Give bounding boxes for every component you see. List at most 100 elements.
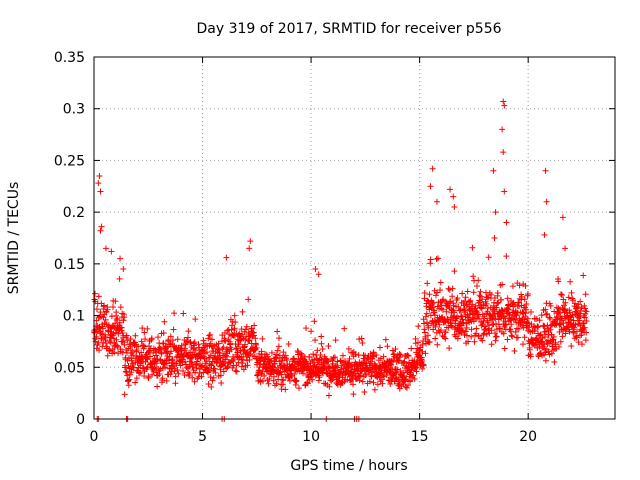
- data-point: [501, 345, 508, 352]
- data-point: [560, 296, 567, 303]
- data-point: [113, 309, 120, 316]
- data-point: [542, 328, 549, 335]
- data-point: [373, 352, 380, 359]
- data-point: [394, 366, 401, 373]
- plot-frame: [93, 56, 616, 420]
- data-point: [451, 309, 458, 316]
- data-point: [371, 386, 378, 393]
- data-point: [120, 317, 127, 324]
- x-tick-label: 10: [302, 429, 320, 445]
- data-point: [329, 364, 336, 371]
- data-point: [261, 355, 268, 362]
- data-point: [473, 325, 480, 332]
- data-point: [463, 332, 470, 339]
- data-point: [465, 338, 472, 345]
- data-point: [124, 337, 131, 344]
- data-point: [135, 343, 142, 350]
- data-point: [451, 203, 458, 210]
- data-point: [127, 335, 134, 342]
- data-point: [295, 385, 302, 392]
- data-point: [397, 351, 404, 358]
- data-point: [205, 367, 212, 374]
- data-point: [215, 340, 222, 347]
- data-point: [549, 337, 556, 344]
- data-point: [170, 326, 177, 333]
- data-point: [536, 317, 543, 324]
- data-point: [137, 369, 144, 376]
- data-point: [116, 275, 123, 282]
- data-point: [96, 347, 103, 354]
- data-point: [251, 322, 258, 329]
- data-point: [359, 378, 366, 385]
- data-point: [499, 126, 506, 133]
- data-point: [423, 310, 430, 317]
- data-point: [419, 357, 426, 364]
- data-point: [426, 291, 433, 298]
- data-point: [274, 328, 281, 335]
- data-point: [493, 304, 500, 311]
- data-point: [151, 365, 158, 372]
- data-point: [265, 380, 272, 387]
- data-point: [243, 323, 250, 330]
- data-point: [280, 349, 287, 356]
- data-point: [139, 325, 146, 332]
- data-point: [583, 329, 590, 336]
- data-point: [434, 341, 441, 348]
- data-point: [209, 377, 216, 384]
- data-point: [404, 352, 411, 359]
- data-point: [174, 336, 181, 343]
- data-point: [257, 353, 264, 360]
- data-point: [97, 309, 104, 316]
- data-point: [456, 326, 463, 333]
- data-point: [142, 336, 149, 343]
- data-point: [318, 333, 325, 340]
- data-point: [559, 317, 566, 324]
- data-point: [552, 339, 559, 346]
- data-point: [508, 332, 515, 339]
- data-point: [547, 302, 554, 309]
- data-point: [292, 378, 299, 385]
- data-point: [541, 231, 548, 238]
- data-point: [246, 245, 253, 252]
- data-point: [278, 371, 285, 378]
- data-point: [308, 328, 315, 335]
- data-point: [101, 302, 108, 309]
- data-point: [282, 386, 289, 393]
- data-point: [122, 368, 129, 375]
- data-point: [245, 296, 252, 303]
- data-point: [557, 291, 564, 298]
- data-point: [582, 291, 589, 298]
- data-point: [425, 324, 432, 331]
- data-point: [359, 340, 366, 347]
- data-point: [504, 336, 511, 343]
- data-point: [244, 362, 251, 369]
- data-point: [291, 371, 298, 378]
- data-point: [160, 340, 167, 347]
- data-point: [512, 316, 519, 323]
- data-point: [556, 321, 563, 328]
- data-point: [163, 377, 170, 384]
- data-point: [121, 314, 128, 321]
- data-point: [405, 352, 412, 359]
- data-point: [186, 339, 193, 346]
- data-point: [148, 335, 155, 342]
- data-point: [523, 306, 530, 313]
- data-point: [192, 347, 199, 354]
- data-point: [222, 337, 229, 344]
- data-point: [582, 337, 589, 344]
- data-point: [442, 335, 449, 342]
- data-point: [102, 340, 109, 347]
- data-point: [110, 303, 117, 310]
- data-point: [489, 321, 496, 328]
- data-point: [184, 334, 191, 341]
- data-point: [268, 349, 275, 356]
- data-point: [571, 300, 578, 307]
- data-point: [133, 375, 140, 382]
- data-point: [177, 362, 184, 369]
- data-point: [567, 278, 574, 285]
- data-point: [352, 351, 359, 358]
- data-points: [91, 98, 590, 422]
- data-point: [433, 256, 440, 263]
- data-point: [208, 361, 215, 368]
- data-point: [454, 295, 461, 302]
